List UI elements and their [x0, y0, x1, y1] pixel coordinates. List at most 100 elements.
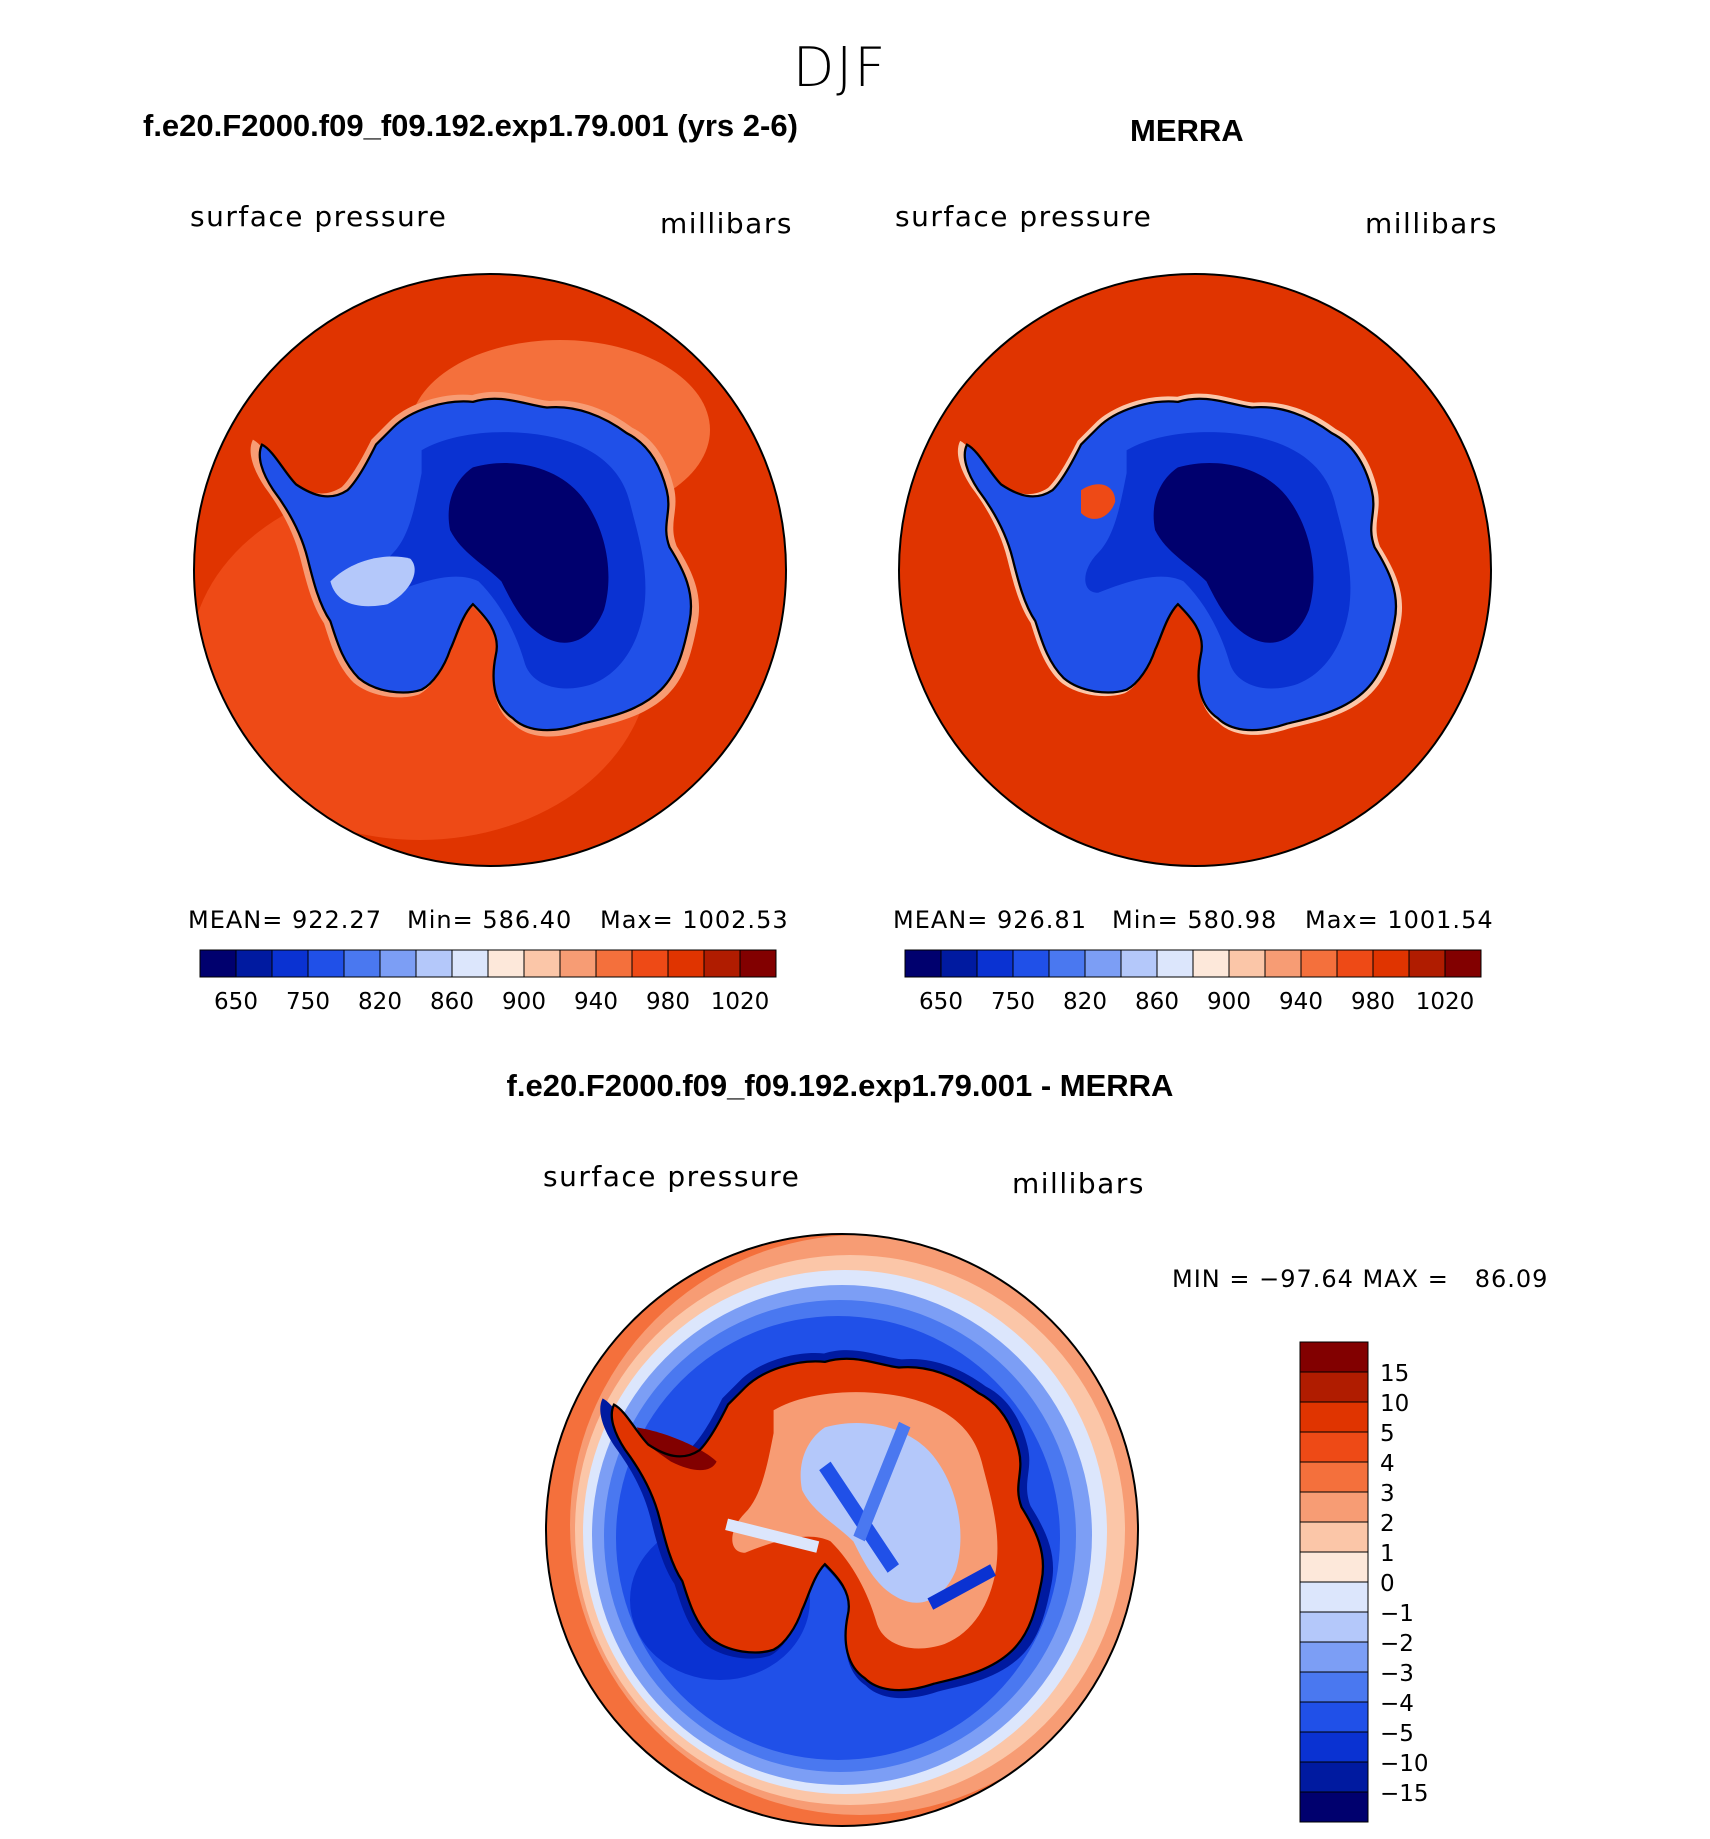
- panel-left-colorbar-tick-label: 980: [646, 989, 690, 1015]
- panel-diff-colorbar-swatch: [1299, 1431, 1369, 1463]
- panel-diff-colorbar-swatch: [1299, 1491, 1369, 1523]
- panel-left-colorbar-swatch: [631, 949, 669, 978]
- panel-diff-colorbar-swatch: [1299, 1791, 1369, 1823]
- panel-diff-colorbar-tick-label: 1: [1380, 1541, 1395, 1567]
- panel-right-colorbar-swatch: [1300, 949, 1338, 978]
- panel-left-colorbar-swatch: [379, 949, 417, 978]
- panel-right-colorbar-tick-label: 1020: [1416, 989, 1475, 1015]
- panel-right-colorbar-swatch: [1336, 949, 1374, 978]
- panel-left-colorbar-tick-label: 860: [430, 989, 474, 1015]
- panel-diff-colorbar-swatch: [1299, 1671, 1369, 1703]
- panel-diff-title: f.e20.F2000.f09_f09.192.exp1.79.001 - ME…: [506, 1068, 1174, 1103]
- panel-right-colorbar-tick-label: 980: [1351, 989, 1395, 1015]
- panel-diff-streak-3: [725, 1518, 820, 1553]
- panel-diff-peninsula-high: [636, 1427, 717, 1471]
- panel-diff-colorbar-swatch: [1299, 1581, 1369, 1613]
- panel-left-colorbar-swatch: [667, 949, 705, 978]
- panel-right-colorbar-tick-label: 820: [1063, 989, 1107, 1015]
- panel-diff-colorbar-tick-label: 15: [1380, 1361, 1409, 1387]
- panel-right-ross-ice: [1081, 484, 1116, 519]
- panel-left-colorbar-swatch: [559, 949, 597, 978]
- panel-left-colorbar-swatch: [739, 949, 777, 978]
- panel-left-map-border: [193, 273, 787, 867]
- panel-right-units: millibars: [1365, 207, 1498, 240]
- figure-title: DJF: [792, 36, 888, 99]
- panel-diff-colorbar-swatch: [1299, 1461, 1369, 1493]
- panel-diff-colorbar-tick-label: −1: [1380, 1601, 1414, 1627]
- panel-right-colorbar-tick-label: 900: [1207, 989, 1251, 1015]
- panel-diff-colorbar-swatch: [1299, 1701, 1369, 1733]
- panel-diff-colorbar-swatch: [1299, 1761, 1369, 1793]
- panel-right-field-label: surface pressure: [895, 200, 1153, 233]
- panel-right-colorbar-swatch: [1372, 949, 1410, 978]
- panel-diff-colorbar-tick-label: 2: [1380, 1511, 1395, 1537]
- panel-diff-colorbar-tick-label: 0: [1380, 1571, 1395, 1597]
- panel-diff-colorbar-tick-label: −5: [1380, 1721, 1414, 1747]
- panel-right-min: Min= 580.98: [1112, 906, 1278, 934]
- panel-left-colorbar-swatch: [343, 949, 381, 978]
- panel-diff-colorbar-tick-label: −10: [1380, 1751, 1429, 1777]
- panel-diff-map: [545, 1233, 1139, 1827]
- panel-diff-field-label: surface pressure: [543, 1160, 801, 1193]
- panel-left-colorbar-swatch: [451, 949, 489, 978]
- panel-right-colorbar-swatch: [976, 949, 1014, 978]
- panel-left-colorbar-tick-label: 750: [286, 989, 330, 1015]
- panel-diff-colorbar-tick-label: 4: [1380, 1451, 1395, 1477]
- panel-left-colorbar-tick-label: 1020: [711, 989, 770, 1015]
- panel-diff-colorbar-swatch: [1299, 1401, 1369, 1433]
- panel-diff-colorbar-tick-label: −2: [1380, 1631, 1414, 1657]
- panel-left-colorbar-swatch: [271, 949, 309, 978]
- panel-diff-streak-4: [927, 1564, 996, 1610]
- panel-left-mean: MEAN= 922.27: [188, 906, 382, 934]
- panel-diff-colorbar-tick-label: −4: [1380, 1691, 1414, 1717]
- panel-diff-streak-2: [853, 1421, 911, 1542]
- panel-left-field-label: surface pressure: [190, 200, 448, 233]
- panel-diff-minmax: MIN = −97.64 MAX = 86.09: [1172, 1265, 1549, 1293]
- panel-right-title: MERRA: [1130, 113, 1244, 148]
- panel-left-colorbar-swatch: [487, 949, 525, 978]
- panel-left-peninsula-high: [330, 556, 415, 607]
- panel-left-colorbar-swatch: [703, 949, 741, 978]
- panel-diff-map-border: [545, 1233, 1139, 1827]
- panel-right-colorbar-tick-label: 940: [1279, 989, 1323, 1015]
- panel-right-colorbar-swatch: [1228, 949, 1266, 978]
- panel-right-colorbar-tick-label: 860: [1135, 989, 1179, 1015]
- panel-left-colorbar-tick-label: 820: [358, 989, 402, 1015]
- panel-diff-colorbar-swatch: [1299, 1731, 1369, 1763]
- panel-right-colorbar-swatch: [1012, 949, 1050, 978]
- panel-left-colorbar-swatch: [595, 949, 633, 978]
- panel-right-map-border: [898, 273, 1492, 867]
- panel-diff-colorbar-tick-label: −15: [1380, 1781, 1429, 1807]
- panel-diff-colorbar-swatch: [1299, 1641, 1369, 1673]
- panel-right-colorbar-swatch: [940, 949, 978, 978]
- panel-left-map: [193, 273, 787, 867]
- panel-left-colorbar-swatch: [235, 949, 273, 978]
- panel-right-colorbar: 650 750 820 860 900 940 980 1020: [904, 949, 1482, 1015]
- panel-left-colorbar-tick-label: 650: [214, 989, 258, 1015]
- panel-diff-colorbar-swatch: [1299, 1551, 1369, 1583]
- panel-left-title: f.e20.F2000.f09_f09.192.exp1.79.001 (yrs…: [143, 108, 798, 143]
- panel-right-mean: MEAN= 926.81: [893, 906, 1087, 934]
- panel-diff-streak-1: [819, 1461, 899, 1573]
- panel-right-colorbar-swatch: [1192, 949, 1230, 978]
- panel-diff-colorbar-swatch: [1299, 1341, 1369, 1373]
- panel-left-colorbar-tick-label: 900: [502, 989, 546, 1015]
- panel-right-colorbar-swatch: [1264, 949, 1302, 978]
- panel-right-map: [898, 273, 1492, 867]
- panel-diff-colorbar-swatch: [1299, 1371, 1369, 1403]
- panel-diff-colorbar-tick-label: 3: [1380, 1481, 1395, 1507]
- panel-right-colorbar-swatch: [1408, 949, 1446, 978]
- panel-diff-colorbar-tick-label: −3: [1380, 1661, 1414, 1687]
- panel-diff-colorbar-swatch: [1299, 1611, 1369, 1643]
- panel-right-colorbar-tick-label: 750: [991, 989, 1035, 1015]
- panel-left-colorbar-swatch: [199, 949, 237, 978]
- panel-diff-colorbar-swatch: [1299, 1521, 1369, 1553]
- panel-left-colorbar: 650 750 820 860 900 940 980 1020: [199, 949, 777, 1015]
- panel-right-colorbar-swatch: [1120, 949, 1158, 978]
- panel-left-min: Min= 586.40: [407, 906, 573, 934]
- panel-left-colorbar-tick-label: 940: [574, 989, 618, 1015]
- panel-left-colorbar-swatch: [307, 949, 345, 978]
- panel-diff-colorbar-tick-label: 10: [1380, 1391, 1409, 1417]
